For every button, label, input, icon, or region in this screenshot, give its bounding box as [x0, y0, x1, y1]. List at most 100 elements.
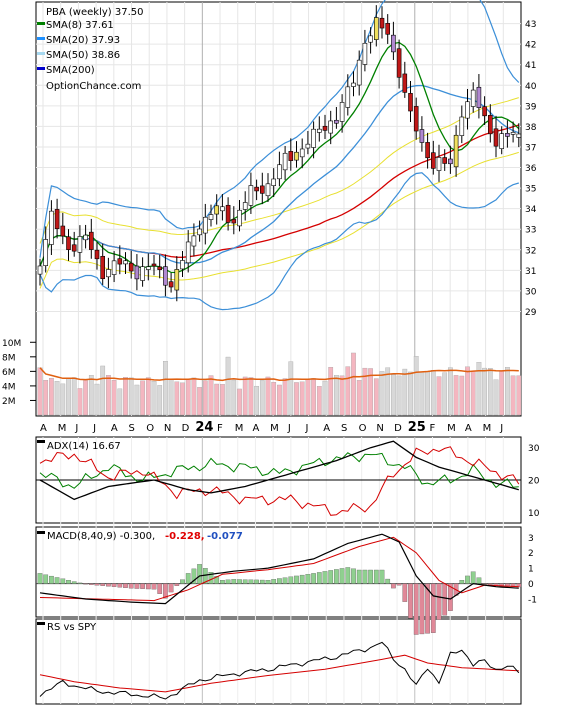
volume-bar	[339, 375, 345, 416]
macd-tick-label: 3	[528, 534, 534, 544]
candle-body	[385, 23, 391, 35]
volume-bar	[419, 372, 425, 416]
volume-bar	[117, 388, 123, 416]
candle-body	[265, 183, 271, 197]
candle-body	[248, 185, 254, 206]
price-tick-label: 39	[525, 102, 537, 112]
volume-bar	[185, 378, 191, 416]
price-tick-label: 37	[525, 143, 536, 153]
macd-histogram-bar	[180, 579, 185, 584]
macd-histogram-bar	[77, 582, 83, 584]
price-tick-label: 35	[525, 185, 536, 195]
volume-bar	[311, 378, 316, 416]
volume-tick-label: 10M	[2, 339, 21, 349]
volume-bar	[180, 382, 185, 416]
volume-bar	[356, 380, 362, 416]
volume-bar	[71, 377, 77, 416]
macd-histogram-bar	[174, 583, 180, 586]
candle-body	[487, 115, 493, 135]
adx-label: ADX(14) 16.67	[47, 441, 121, 452]
volume-bar	[157, 385, 163, 416]
legend-sma200: SMA(200)	[46, 65, 95, 76]
candle-body	[305, 143, 311, 149]
volume-tick-label: 2M	[2, 397, 16, 407]
macd-histogram-bar	[436, 583, 442, 620]
candle-body	[448, 158, 453, 165]
volume-bar	[231, 379, 237, 416]
volume-bar	[100, 365, 106, 416]
adx-tick-label: 20	[528, 477, 540, 487]
volume-bar	[168, 378, 174, 416]
price-tick-label: 41	[525, 61, 536, 71]
candle-body	[49, 210, 54, 245]
month-label: M	[235, 423, 244, 434]
volume-bar	[328, 367, 334, 416]
macd-histogram-bar	[100, 583, 106, 586]
volume-bar	[436, 376, 442, 416]
volume-bar	[362, 367, 368, 416]
macd-histogram-bar	[413, 583, 419, 635]
volume-bar	[476, 362, 482, 416]
macd-histogram-bar	[66, 580, 71, 584]
sma200-swatch	[37, 67, 45, 70]
candle-body	[396, 48, 402, 78]
macd-histogram-bar	[379, 569, 385, 584]
volume-bar	[151, 381, 157, 416]
candle-body	[322, 125, 328, 131]
candle-body	[185, 241, 191, 264]
macd-value-2: -0.077	[207, 531, 243, 542]
candle-body	[123, 260, 128, 265]
candle-body	[203, 216, 208, 234]
candle-body	[180, 260, 185, 270]
volume-bar	[271, 382, 277, 416]
candle-body	[151, 263, 157, 267]
macd-histogram-bar	[277, 578, 282, 584]
candle-body	[237, 209, 242, 227]
volume-bar	[442, 372, 448, 416]
candle-body	[339, 102, 345, 122]
candle-body	[419, 129, 425, 143]
price-tick-label: 32	[525, 246, 536, 256]
price-legend: PBA (weekly) 37.50 SMA(8) 37.61 SMA(20) …	[37, 7, 144, 92]
volume-bar	[242, 376, 248, 416]
macd-histogram-bar	[49, 575, 54, 584]
candle-body	[465, 101, 470, 119]
bollinger-lower	[39, 172, 519, 311]
macd-tick-label: 2	[528, 549, 534, 559]
macd-histogram-bar	[311, 573, 316, 584]
macd-histogram-bar	[430, 583, 436, 633]
macd-histogram-bar	[288, 576, 294, 584]
candle-body	[197, 228, 202, 236]
macd-histogram-bar	[265, 580, 271, 584]
volume-bar	[482, 367, 487, 416]
indicator-layer	[36, 440, 522, 700]
candle-body	[43, 239, 49, 266]
candle-body	[328, 120, 334, 134]
volume-ma-line	[39, 367, 519, 382]
macd-histogram-bar	[94, 583, 100, 586]
candle-body	[111, 260, 117, 275]
candle-body	[106, 269, 111, 278]
volume-bar	[43, 380, 49, 416]
macd-histogram-bar	[106, 583, 111, 587]
macd-histogram-bar	[391, 583, 396, 589]
macd-histogram-bar	[157, 583, 163, 594]
macd-histogram-bar	[368, 569, 373, 584]
volume-bar	[37, 367, 43, 416]
macd-histogram-bar	[37, 573, 43, 584]
volume-bar	[202, 380, 208, 416]
candle-body	[208, 214, 214, 220]
bollinger-upper	[39, 0, 520, 258]
adx-swatch	[37, 440, 45, 443]
macd-histogram-bar	[396, 583, 402, 586]
candle-body	[77, 236, 83, 253]
price-tick-label: 38	[525, 123, 537, 133]
candle-body	[436, 157, 442, 171]
month-label: F	[429, 423, 435, 434]
macd-histogram-bar	[208, 572, 214, 584]
macd-histogram-bar	[259, 579, 265, 584]
volume-bar	[94, 383, 100, 416]
candle-body	[470, 89, 476, 107]
